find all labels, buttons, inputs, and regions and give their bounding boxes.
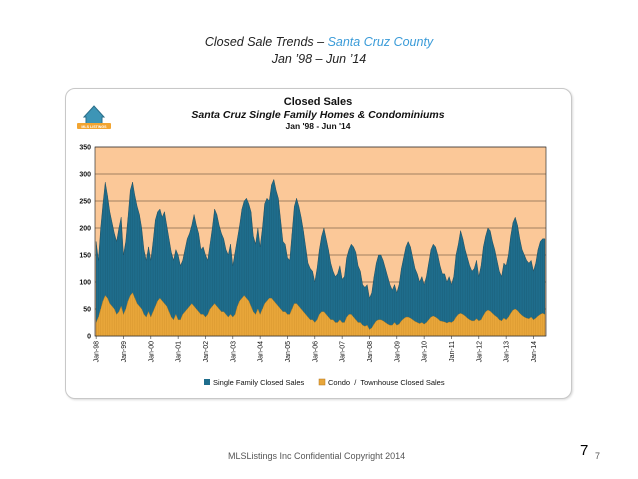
mls-logo: MLS LISTINGS	[74, 103, 114, 133]
slide-title-accent: Santa Cruz County	[327, 35, 434, 49]
legend: Single Family Closed Sales Condo / Townh…	[204, 378, 445, 387]
x-tick-label: Jan-06	[312, 341, 319, 363]
chart-period: Jan '98 - Jun '14	[286, 121, 351, 131]
x-tick-label: Jan-01	[176, 341, 183, 363]
x-tick-label: Jan-98	[94, 341, 101, 363]
slide-title-prefix: Closed Sale Trends –	[204, 35, 328, 49]
x-tick-label: Jan-05	[285, 341, 292, 363]
house-icon	[82, 105, 106, 126]
page-number-small: 7	[595, 451, 601, 461]
x-tick-label: Jan-08	[367, 341, 374, 363]
x-tick-label: Jan-12	[476, 341, 483, 363]
chart-title: Closed Sales	[284, 96, 352, 108]
chart-subtitle: Santa Cruz Single Family Homes & Condomi…	[191, 109, 444, 121]
y-tick-label: 250	[79, 199, 91, 206]
y-tick-label: 200	[79, 226, 91, 233]
y-tick-label: 300	[79, 172, 91, 179]
x-tick-label: Jan-11	[449, 341, 456, 362]
x-tick-label: Jan-99	[121, 341, 128, 363]
legend-label-single-family: Single Family Closed Sales	[213, 378, 305, 387]
x-tick-label: Jan-13	[504, 341, 511, 363]
y-tick-label: 350	[79, 145, 91, 152]
x-tick-label: Jan-07	[340, 341, 347, 363]
legend-swatch-condo	[318, 378, 326, 386]
plot-border	[94, 146, 547, 337]
legend-label-condo: Condo / Townhouse Closed Sales	[328, 378, 445, 387]
y-tick-label: 150	[79, 253, 91, 260]
x-tick-label: Jan-04	[258, 341, 265, 363]
y-tick-label: 50	[83, 307, 91, 314]
page-number: 7	[580, 442, 589, 459]
x-tick-label: Jan-00	[148, 341, 155, 363]
slide-subtitle: Jan ’98 – Jun ’14	[271, 52, 367, 66]
axes: 0 50 100 150 200 250 300 350 Jan-98 Jan-99 Jan-00 J…	[79, 145, 547, 363]
closed-sales-chart: MLS LISTINGS Closed Sales Santa Cruz Sin…	[74, 96, 547, 387]
chart-frame: MLS LISTINGS Closed Sales Santa Cruz Sin…	[65, 88, 572, 399]
legend-swatch-single-family	[204, 379, 210, 385]
plot-area	[95, 146, 546, 337]
footer-copyright: MLSListings Inc Confidential Copyright 2…	[228, 451, 406, 461]
y-tick-label: 100	[79, 280, 91, 287]
logo-text: MLS LISTINGS	[81, 125, 107, 129]
x-tick-label: Jan-09	[394, 341, 401, 363]
x-tick-label: Jan-03	[230, 341, 237, 363]
y-tick-label: 0	[87, 334, 91, 341]
slide-title: Closed Sale Trends – Santa Cruz County	[0, 34, 638, 50]
x-tick-label: Jan-02	[203, 341, 210, 363]
x-tick-label: Jan-14	[531, 341, 538, 363]
x-tick-label: Jan-10	[422, 341, 429, 363]
